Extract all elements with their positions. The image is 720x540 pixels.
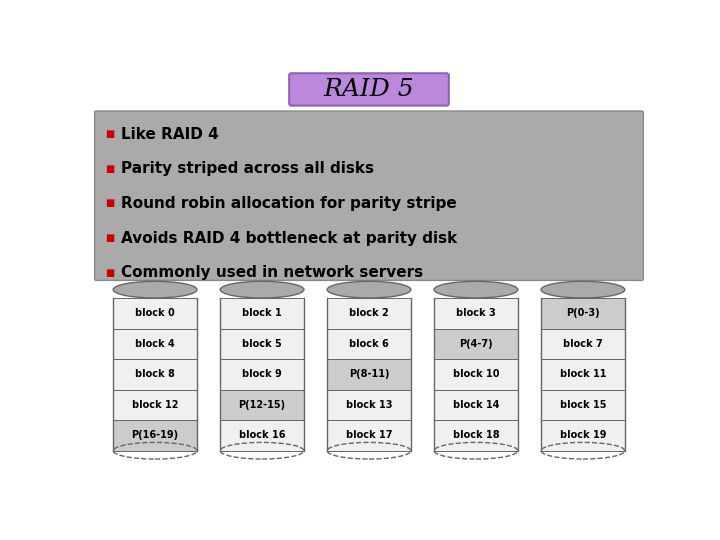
Text: block 18: block 18 <box>453 430 499 441</box>
Ellipse shape <box>327 281 411 298</box>
Text: block 13: block 13 <box>346 400 392 410</box>
Text: Like RAID 4: Like RAID 4 <box>121 126 219 141</box>
Text: Avoids RAID 4 bottleneck at parity disk: Avoids RAID 4 bottleneck at parity disk <box>121 231 457 246</box>
Bar <box>220 359 304 390</box>
Bar <box>541 390 625 420</box>
Text: Commonly used in network servers: Commonly used in network servers <box>121 265 423 280</box>
Text: RAID 5: RAID 5 <box>324 78 414 101</box>
Text: block 11: block 11 <box>559 369 606 379</box>
Text: block 7: block 7 <box>563 339 603 349</box>
Text: block 9: block 9 <box>242 369 282 379</box>
Bar <box>541 420 625 451</box>
Text: block 19: block 19 <box>559 430 606 441</box>
Bar <box>220 298 304 328</box>
Bar <box>113 298 197 328</box>
Bar <box>541 298 625 328</box>
Bar <box>434 390 518 420</box>
Ellipse shape <box>113 281 197 298</box>
Text: block 17: block 17 <box>346 430 392 441</box>
Bar <box>113 390 197 420</box>
Text: ■: ■ <box>106 129 114 139</box>
Text: block 3: block 3 <box>456 308 496 318</box>
Text: block 2: block 2 <box>349 308 389 318</box>
Bar <box>113 328 197 359</box>
Text: block 8: block 8 <box>135 369 175 379</box>
Bar <box>220 420 304 451</box>
Bar <box>220 390 304 420</box>
FancyBboxPatch shape <box>289 73 449 106</box>
Text: P(4-7): P(4-7) <box>459 339 492 349</box>
Bar <box>220 298 304 451</box>
Text: ■: ■ <box>106 164 114 174</box>
Bar <box>113 298 197 451</box>
Bar <box>434 298 518 328</box>
Bar <box>327 328 411 359</box>
Text: block 6: block 6 <box>349 339 389 349</box>
Text: ■: ■ <box>106 233 114 243</box>
Bar <box>434 359 518 390</box>
Text: block 16: block 16 <box>239 430 285 441</box>
Bar <box>327 420 411 451</box>
Text: block 1: block 1 <box>242 308 282 318</box>
Text: block 15: block 15 <box>559 400 606 410</box>
Text: ■: ■ <box>106 268 114 278</box>
Bar <box>434 298 518 451</box>
Text: P(16-19): P(16-19) <box>132 430 179 441</box>
Text: P(12-15): P(12-15) <box>238 400 286 410</box>
Text: block 5: block 5 <box>242 339 282 349</box>
Ellipse shape <box>434 281 518 298</box>
Text: P(0-3): P(0-3) <box>566 308 600 318</box>
Bar <box>327 298 411 328</box>
Bar <box>113 359 197 390</box>
FancyBboxPatch shape <box>94 111 644 280</box>
Bar <box>327 298 411 451</box>
Text: block 4: block 4 <box>135 339 175 349</box>
Text: ■: ■ <box>106 198 114 208</box>
Ellipse shape <box>541 281 625 298</box>
Bar <box>327 390 411 420</box>
Bar <box>434 420 518 451</box>
Text: Round robin allocation for parity stripe: Round robin allocation for parity stripe <box>121 196 456 211</box>
Text: block 12: block 12 <box>132 400 179 410</box>
Bar <box>113 420 197 451</box>
Text: Parity striped across all disks: Parity striped across all disks <box>121 161 374 176</box>
Bar <box>220 328 304 359</box>
Bar <box>434 328 518 359</box>
Bar <box>541 298 625 451</box>
Bar <box>541 328 625 359</box>
Bar <box>327 359 411 390</box>
Bar <box>541 359 625 390</box>
Ellipse shape <box>220 281 304 298</box>
Text: block 14: block 14 <box>453 400 499 410</box>
Text: block 0: block 0 <box>135 308 175 318</box>
Text: block 10: block 10 <box>453 369 499 379</box>
Text: P(8-11): P(8-11) <box>348 369 390 379</box>
